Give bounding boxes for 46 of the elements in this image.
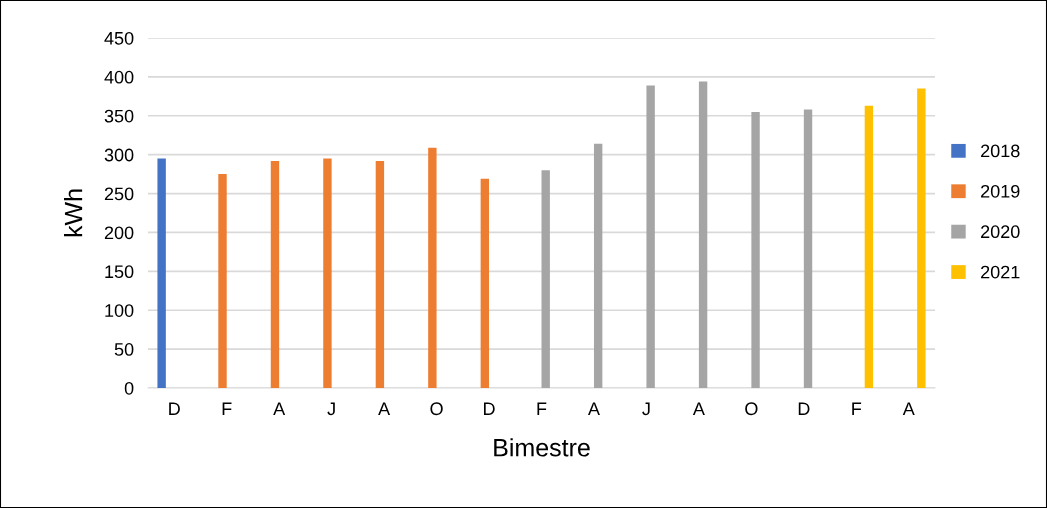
x-axis-title: Bimestre bbox=[494, 438, 590, 457]
bar bbox=[917, 88, 926, 388]
y-tick-label: 50 bbox=[114, 343, 134, 356]
x-tick-label: D bbox=[483, 402, 495, 415]
bar bbox=[646, 85, 655, 388]
y-tick-label: 200 bbox=[104, 226, 134, 240]
bar bbox=[698, 81, 708, 388]
y-tick-label: 450 bbox=[104, 31, 134, 45]
y-tick-label: 400 bbox=[104, 70, 134, 84]
x-tick-label: A bbox=[902, 402, 915, 415]
x-tick-label: F bbox=[537, 402, 547, 415]
legend-label: 2021 bbox=[981, 265, 1020, 279]
x-tick-label: D bbox=[169, 402, 180, 415]
bar bbox=[157, 158, 166, 388]
y-tick-label: 150 bbox=[105, 265, 134, 279]
y-tick-label: 100 bbox=[105, 304, 134, 317]
x-tick-label: A bbox=[692, 402, 705, 415]
bar bbox=[428, 147, 437, 388]
bar bbox=[864, 105, 874, 388]
x-tick-label: F bbox=[222, 402, 232, 415]
x-tick-label: A bbox=[378, 402, 391, 415]
x-tick-label: A bbox=[273, 402, 286, 415]
legend-label: 2019 bbox=[981, 184, 1020, 198]
x-tick-label: F bbox=[852, 402, 862, 415]
y-tick-label: 0 bbox=[124, 381, 134, 395]
legend-label: 2020 bbox=[981, 225, 1020, 239]
bar bbox=[751, 111, 760, 388]
bar bbox=[803, 109, 813, 388]
bar bbox=[593, 143, 603, 388]
legend-label: 2018 bbox=[981, 144, 1020, 158]
y-tick-label: 350 bbox=[104, 109, 134, 123]
x-tick-label: J bbox=[327, 402, 335, 416]
bar bbox=[323, 158, 332, 388]
x-tick-label: J bbox=[642, 402, 650, 416]
bar bbox=[541, 170, 550, 388]
bar bbox=[375, 160, 385, 388]
bar bbox=[218, 174, 227, 388]
x-tick-label: O bbox=[430, 402, 443, 416]
y-tick-label: 250 bbox=[104, 187, 134, 201]
x-tick-label: O bbox=[745, 402, 758, 416]
bar bbox=[480, 178, 490, 388]
y-axis-title: kWh bbox=[64, 189, 83, 237]
x-tick-label: D bbox=[798, 402, 810, 415]
bar bbox=[270, 160, 280, 388]
x-tick-label: A bbox=[587, 402, 600, 415]
y-tick-label: 300 bbox=[104, 148, 134, 162]
